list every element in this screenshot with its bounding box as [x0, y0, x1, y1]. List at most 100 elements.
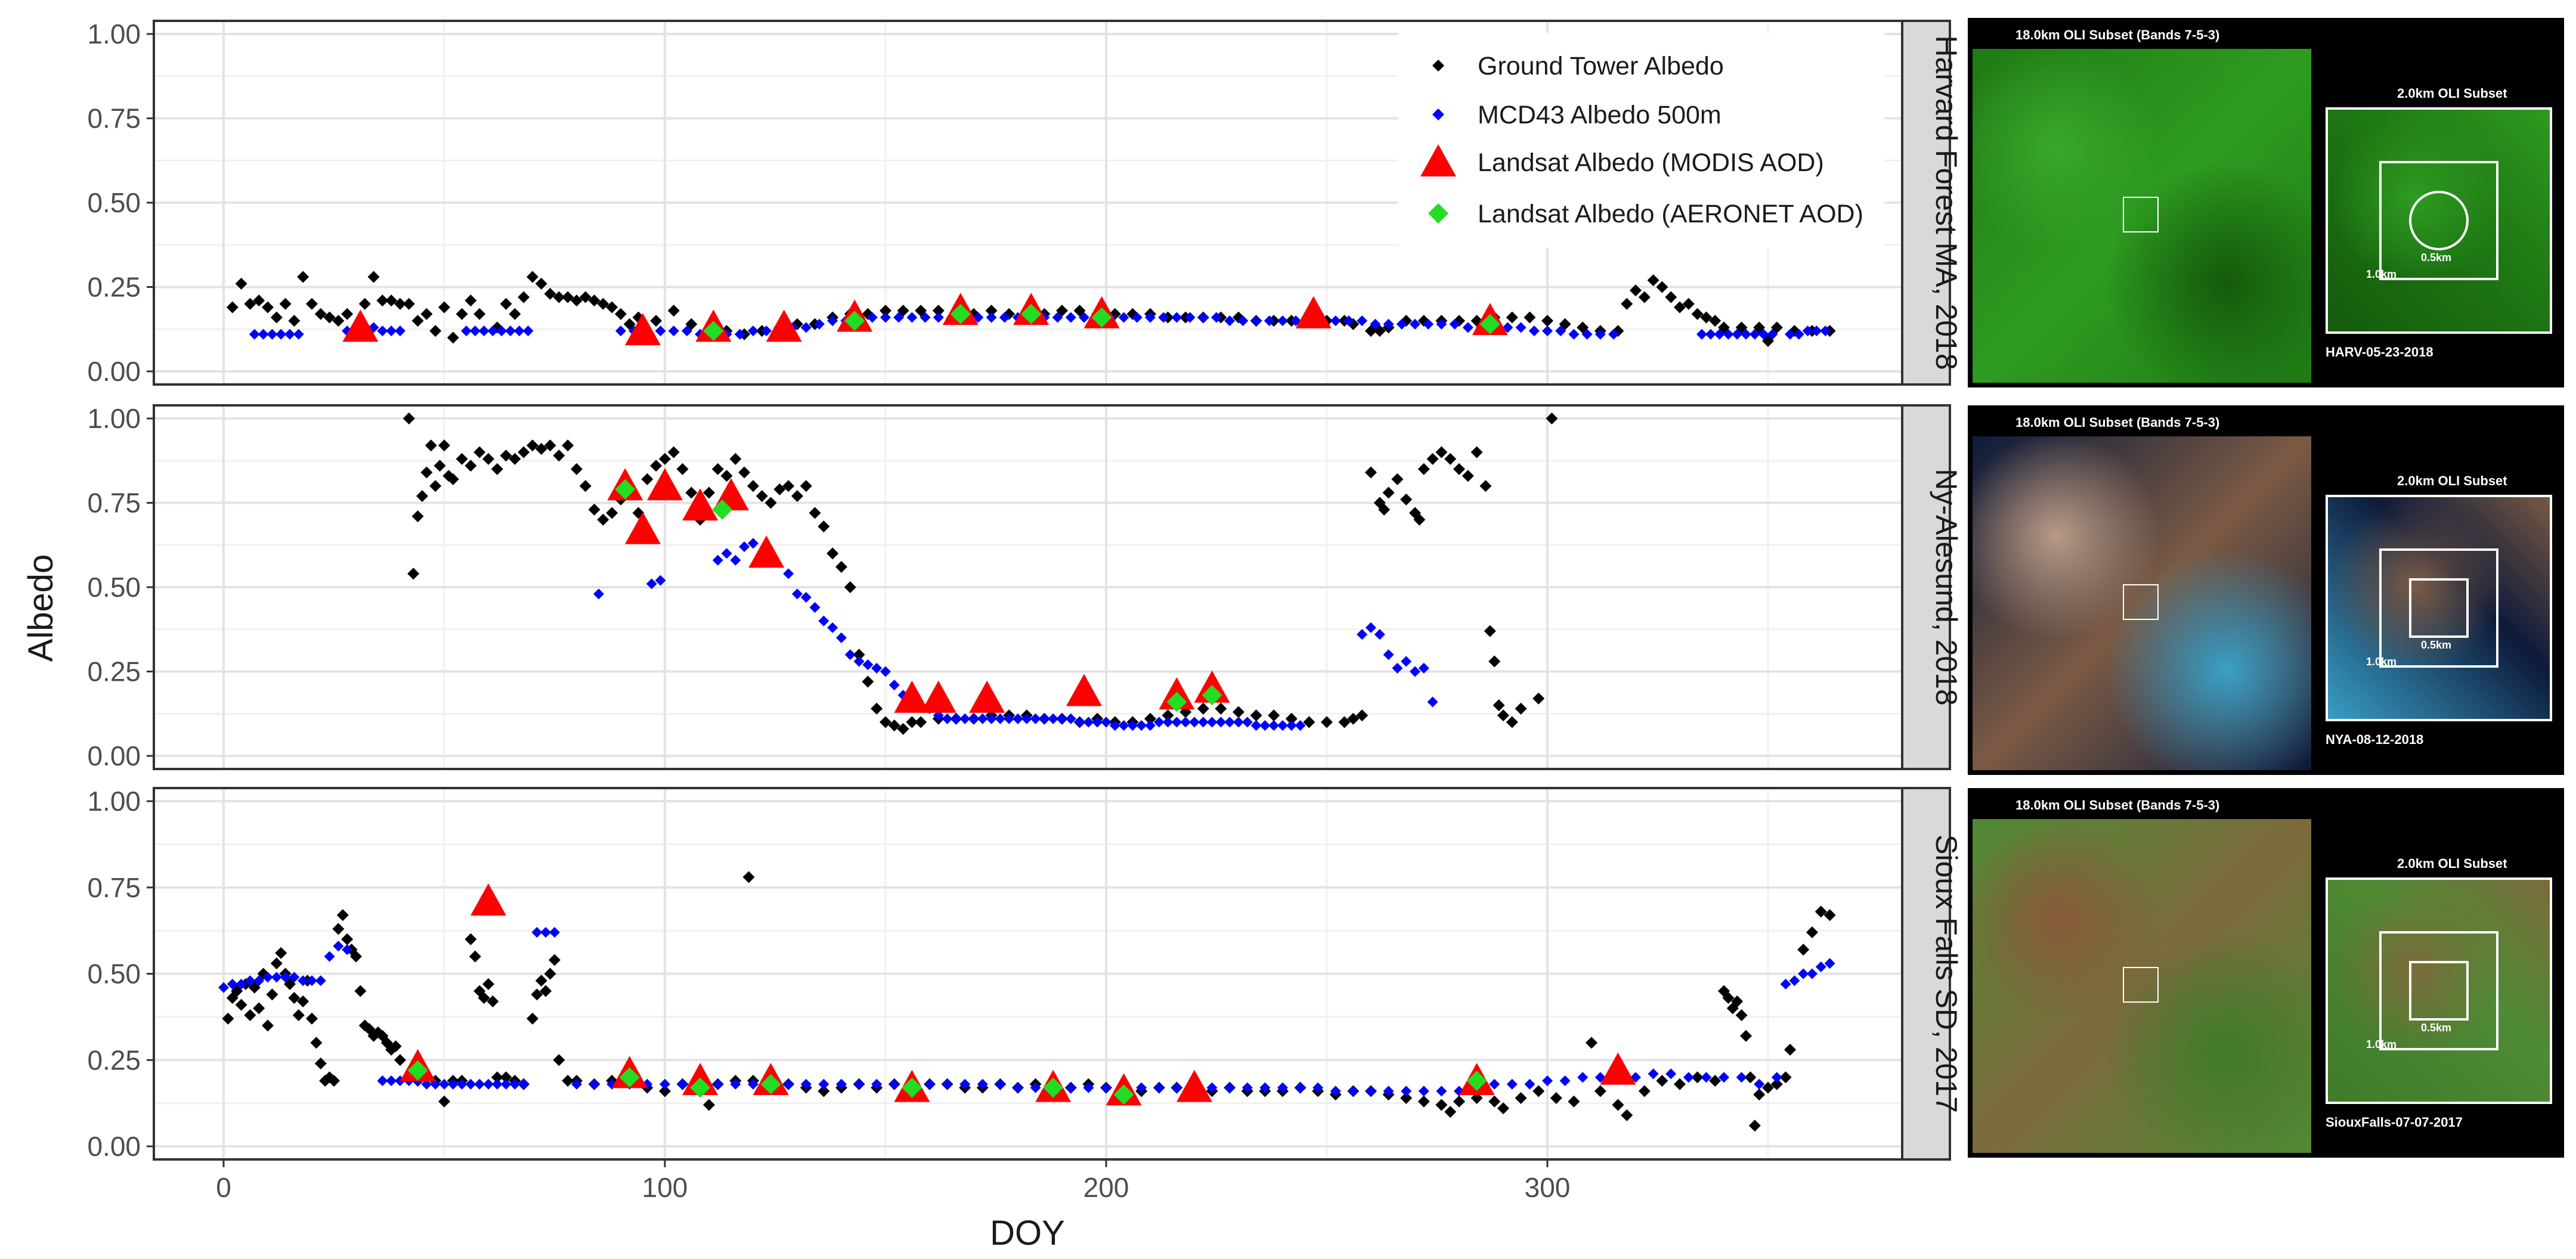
mcd43-point — [474, 1078, 485, 1090]
mcd43-point — [1021, 713, 1032, 724]
mcd43-point — [995, 1078, 1006, 1090]
inset-zoom-image — [2326, 877, 2552, 1104]
zoom-frame — [2326, 107, 2552, 334]
ground-tower-point — [1356, 709, 1368, 722]
mcd43-point — [959, 1078, 971, 1090]
ground-tower-point — [1444, 1106, 1457, 1118]
ground-tower-point — [297, 995, 309, 1007]
mcd43-point — [1732, 328, 1743, 340]
mcd43-point — [1250, 720, 1262, 731]
mcd43-point — [1683, 1072, 1694, 1083]
ground-tower-point — [562, 291, 574, 303]
inset-subset-large-label: 18.0km OLI Subset (Bands 7-5-3) — [2015, 798, 2220, 813]
ground-tower-point — [1550, 1091, 1562, 1104]
ground-tower-point — [1321, 716, 1333, 728]
series-3 — [703, 303, 1500, 342]
mcd43-point — [1410, 318, 1420, 330]
km-1-box — [2379, 548, 2498, 668]
ground-tower-point — [650, 315, 662, 327]
mcd43-point — [1145, 720, 1156, 731]
ground-tower-point — [420, 308, 433, 320]
mcd43-point — [1449, 318, 1460, 330]
ground-tower-point — [244, 1009, 256, 1021]
ground-tower-point — [1506, 716, 1518, 728]
mcd43-point — [1767, 328, 1778, 340]
location-marker — [2123, 967, 2159, 1003]
ground-tower-point — [447, 331, 459, 344]
ground-tower-point — [571, 463, 583, 475]
mcd43-point — [721, 548, 732, 559]
mcd43-point — [1696, 328, 1707, 340]
mcd43-point — [1423, 318, 1434, 330]
ground-tower-point — [1656, 281, 1668, 293]
mcd43-point — [748, 538, 758, 549]
ground-tower-point — [244, 297, 256, 310]
ground-tower-point — [1779, 1071, 1792, 1084]
inset-subset-small-label: 2.0km OLI Subset — [2397, 473, 2507, 488]
ground-tower-point — [1524, 311, 1536, 324]
ground-tower-point — [844, 581, 856, 593]
mcd43-point — [531, 927, 543, 938]
ground-tower-point — [500, 297, 512, 310]
km-05-box — [2409, 578, 2469, 638]
mcd43-point — [1171, 312, 1182, 323]
mcd43-point — [1057, 713, 1067, 724]
zoom-frame — [2326, 495, 2552, 721]
mcd43-point — [1528, 325, 1540, 337]
ground-tower-point — [275, 947, 287, 959]
mcd43-point — [280, 972, 291, 983]
mcd43-point — [995, 713, 1006, 724]
mcd43-point — [1736, 1072, 1747, 1083]
landsat-aeronet-point — [1021, 303, 1042, 324]
ground-tower-point — [553, 449, 565, 462]
ground-tower-point — [1532, 692, 1545, 705]
mcd43-point — [1295, 1082, 1306, 1093]
ground-tower-point — [394, 297, 406, 310]
y-tick-label: 1.00 — [87, 786, 141, 817]
mcd43-point — [496, 325, 507, 337]
mcd43-point — [1197, 717, 1209, 728]
mcd43-point — [792, 588, 803, 600]
inset-subset-large-label: 18.0km OLI Subset (Bands 7-5-3) — [2015, 27, 2220, 42]
landsat-modis-triangle — [920, 680, 956, 713]
mcd43-point — [1811, 325, 1822, 337]
ground-tower-point — [1740, 1029, 1752, 1042]
mcd43-point — [1030, 1082, 1041, 1093]
legend-label-3: Landsat Albedo (AERONET AOD) — [1478, 200, 1863, 228]
mcd43-point — [730, 554, 741, 566]
ground-tower-point — [1215, 702, 1227, 715]
ground-tower-point — [562, 439, 574, 452]
mcd43-point — [800, 1078, 812, 1090]
mcd43-point — [218, 982, 229, 993]
mcd43-point — [1366, 1086, 1376, 1097]
mcd43-point — [1197, 312, 1209, 323]
landsat-modis-triangle — [470, 883, 506, 916]
ground-tower-point — [738, 466, 751, 479]
mcd43-point — [1506, 1078, 1518, 1090]
ground-tower-point — [1541, 315, 1553, 327]
ground-tower-point — [253, 1002, 265, 1015]
ground-tower-point — [676, 463, 689, 475]
y-tick-label: 1.00 — [87, 403, 141, 434]
ground-tower-point — [438, 439, 450, 452]
ground-tower-point — [764, 497, 777, 509]
ground-tower-point — [1709, 1074, 1722, 1087]
y-tick-label: 0.25 — [87, 1044, 141, 1075]
ground-tower-point — [1285, 712, 1298, 725]
legend-background — [1398, 33, 1884, 247]
ground-tower-point — [518, 446, 530, 458]
y-tick-label: 0.75 — [87, 488, 141, 519]
mcd43-point — [483, 1078, 494, 1090]
mcd43-point — [518, 1078, 530, 1090]
ground-tower-point — [235, 998, 247, 1011]
y-tick-label: 0.50 — [87, 959, 141, 990]
ground-tower-point — [1722, 992, 1735, 1004]
ground-tower-point — [376, 294, 389, 307]
mcd43-point — [1101, 1082, 1111, 1093]
ground-tower-point — [1462, 470, 1474, 482]
panel-2: 0.00 0.25 0.50 0.75 1.00 Ny-Alesund, 2018 — [87, 403, 1963, 771]
y-tick-label: 0.00 — [87, 356, 141, 387]
ground-tower-point — [711, 463, 724, 475]
ground-tower-point — [491, 463, 503, 475]
ground-tower-point — [835, 561, 847, 573]
